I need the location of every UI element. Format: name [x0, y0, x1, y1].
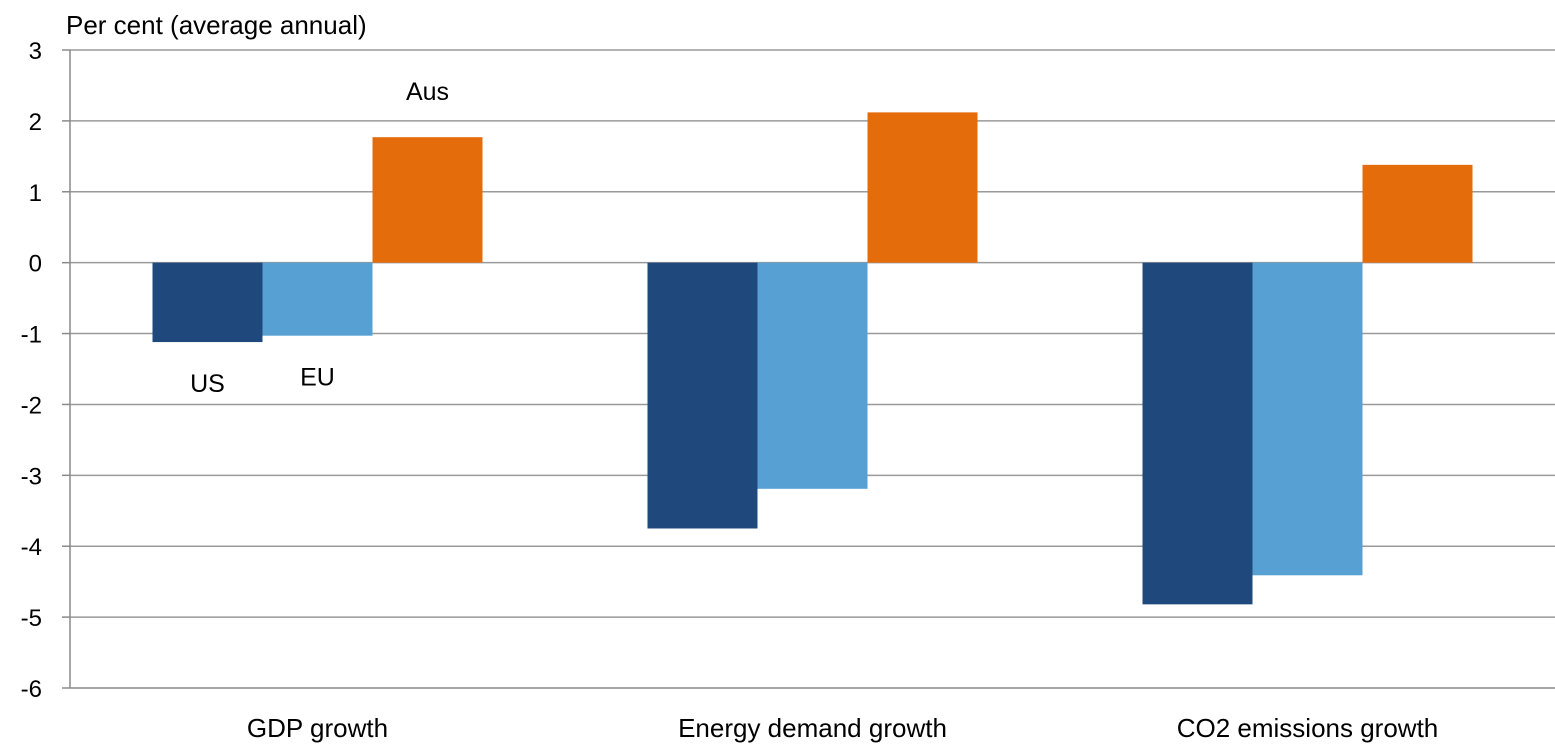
y-tick-label: -6: [21, 676, 42, 703]
bar-eu-3: [1252, 262, 1363, 576]
bar-us-3: [1142, 262, 1253, 605]
bar-us-1: [152, 262, 263, 343]
y-tick-label: 2: [29, 109, 42, 136]
series-labels: US EU Aus: [190, 78, 449, 398]
bar-aus-1: [372, 137, 483, 263]
x-category-label: CO2 emissions growth: [1177, 713, 1439, 743]
y-axis-ticks: 3 2 1 0 -1 -2 -3 -4 -5 -6: [21, 38, 42, 703]
axes: [62, 49, 1555, 689]
x-axis-categories: GDP growth Energy demand growth CO2 emissi…: [247, 713, 1438, 743]
bar-aus-3: [1362, 164, 1473, 263]
bar-us-2: [647, 262, 758, 529]
y-tick-label: 1: [29, 180, 42, 207]
series-label-aus: Aus: [406, 78, 449, 106]
y-tick-label: 3: [29, 38, 42, 65]
bar-eu-2: [757, 262, 868, 489]
series-label-us: US: [190, 370, 225, 398]
y-tick-label: -3: [21, 463, 42, 490]
bar-aus-2: [867, 112, 978, 263]
y-tick-label: 0: [29, 251, 42, 278]
bars: [152, 112, 1473, 605]
y-tick-label: -2: [21, 392, 42, 419]
y-tick-label: -5: [21, 605, 42, 632]
x-category-label: GDP growth: [247, 713, 388, 743]
x-category-label: Energy demand growth: [678, 713, 947, 743]
y-axis-label: Per cent (average annual): [66, 10, 367, 40]
bar-eu-1: [262, 262, 373, 336]
y-tick-label: -4: [21, 534, 42, 561]
series-label-eu: EU: [300, 364, 335, 392]
y-tick-label: -1: [21, 322, 42, 349]
